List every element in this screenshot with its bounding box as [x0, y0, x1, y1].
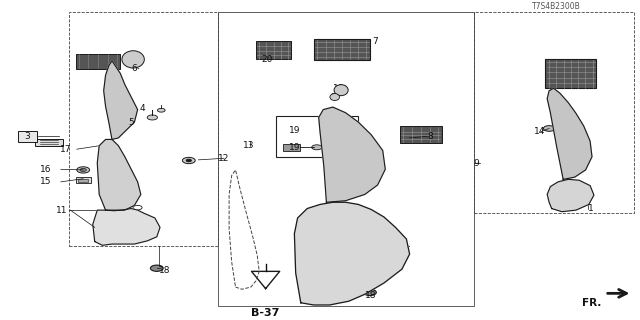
Bar [283, 144, 300, 151]
Ellipse shape [122, 51, 145, 68]
Polygon shape [97, 140, 141, 210]
Circle shape [182, 157, 195, 164]
Text: 13: 13 [243, 141, 255, 150]
Polygon shape [294, 202, 410, 305]
Text: 17: 17 [60, 145, 71, 154]
Text: T7S4B2300B: T7S4B2300B [532, 2, 581, 11]
Text: 14: 14 [534, 127, 546, 136]
Text: 8: 8 [428, 132, 433, 141]
Bar [276, 116, 358, 157]
Circle shape [364, 289, 376, 296]
Polygon shape [547, 88, 592, 179]
Text: FR.: FR. [582, 298, 602, 308]
Polygon shape [547, 179, 594, 212]
Bar [76, 54, 120, 69]
Text: 2: 2 [330, 92, 335, 101]
Bar [69, 12, 218, 246]
Text: 16: 16 [40, 165, 52, 174]
Bar [400, 126, 442, 143]
Circle shape [323, 146, 330, 149]
Circle shape [147, 115, 157, 120]
Text: 1: 1 [588, 204, 593, 213]
Circle shape [125, 221, 131, 224]
Text: 10: 10 [333, 84, 345, 93]
Ellipse shape [334, 85, 348, 96]
Circle shape [343, 263, 358, 270]
Bar [18, 131, 37, 142]
Bar [76, 177, 91, 183]
Polygon shape [93, 209, 160, 245]
Bar [545, 60, 596, 88]
Text: 9: 9 [474, 158, 479, 167]
Text: 18: 18 [365, 291, 376, 300]
Bar [35, 139, 63, 146]
Text: 15: 15 [40, 177, 52, 186]
Polygon shape [104, 61, 138, 140]
Ellipse shape [330, 94, 340, 100]
Circle shape [77, 167, 90, 173]
Text: 6: 6 [131, 64, 137, 73]
Text: 5: 5 [128, 118, 134, 127]
Bar [314, 39, 370, 60]
Text: 20: 20 [261, 55, 273, 65]
Text: B-37: B-37 [252, 308, 280, 318]
Circle shape [157, 108, 165, 112]
Text: 4: 4 [140, 104, 145, 113]
Bar [256, 41, 291, 60]
Text: 3: 3 [24, 132, 30, 141]
Text: 19: 19 [289, 143, 301, 152]
Text: 18: 18 [159, 266, 170, 275]
Text: 11: 11 [56, 206, 68, 215]
Polygon shape [319, 107, 385, 202]
Circle shape [80, 168, 86, 172]
Circle shape [150, 265, 163, 271]
Bar [218, 12, 474, 306]
Bar [78, 179, 88, 182]
Circle shape [348, 265, 354, 268]
Text: 19: 19 [289, 125, 301, 134]
Text: 12: 12 [218, 154, 229, 163]
Circle shape [186, 159, 191, 162]
Text: 7: 7 [372, 37, 378, 46]
Circle shape [312, 145, 322, 150]
Circle shape [543, 126, 555, 131]
Bar [474, 12, 634, 213]
